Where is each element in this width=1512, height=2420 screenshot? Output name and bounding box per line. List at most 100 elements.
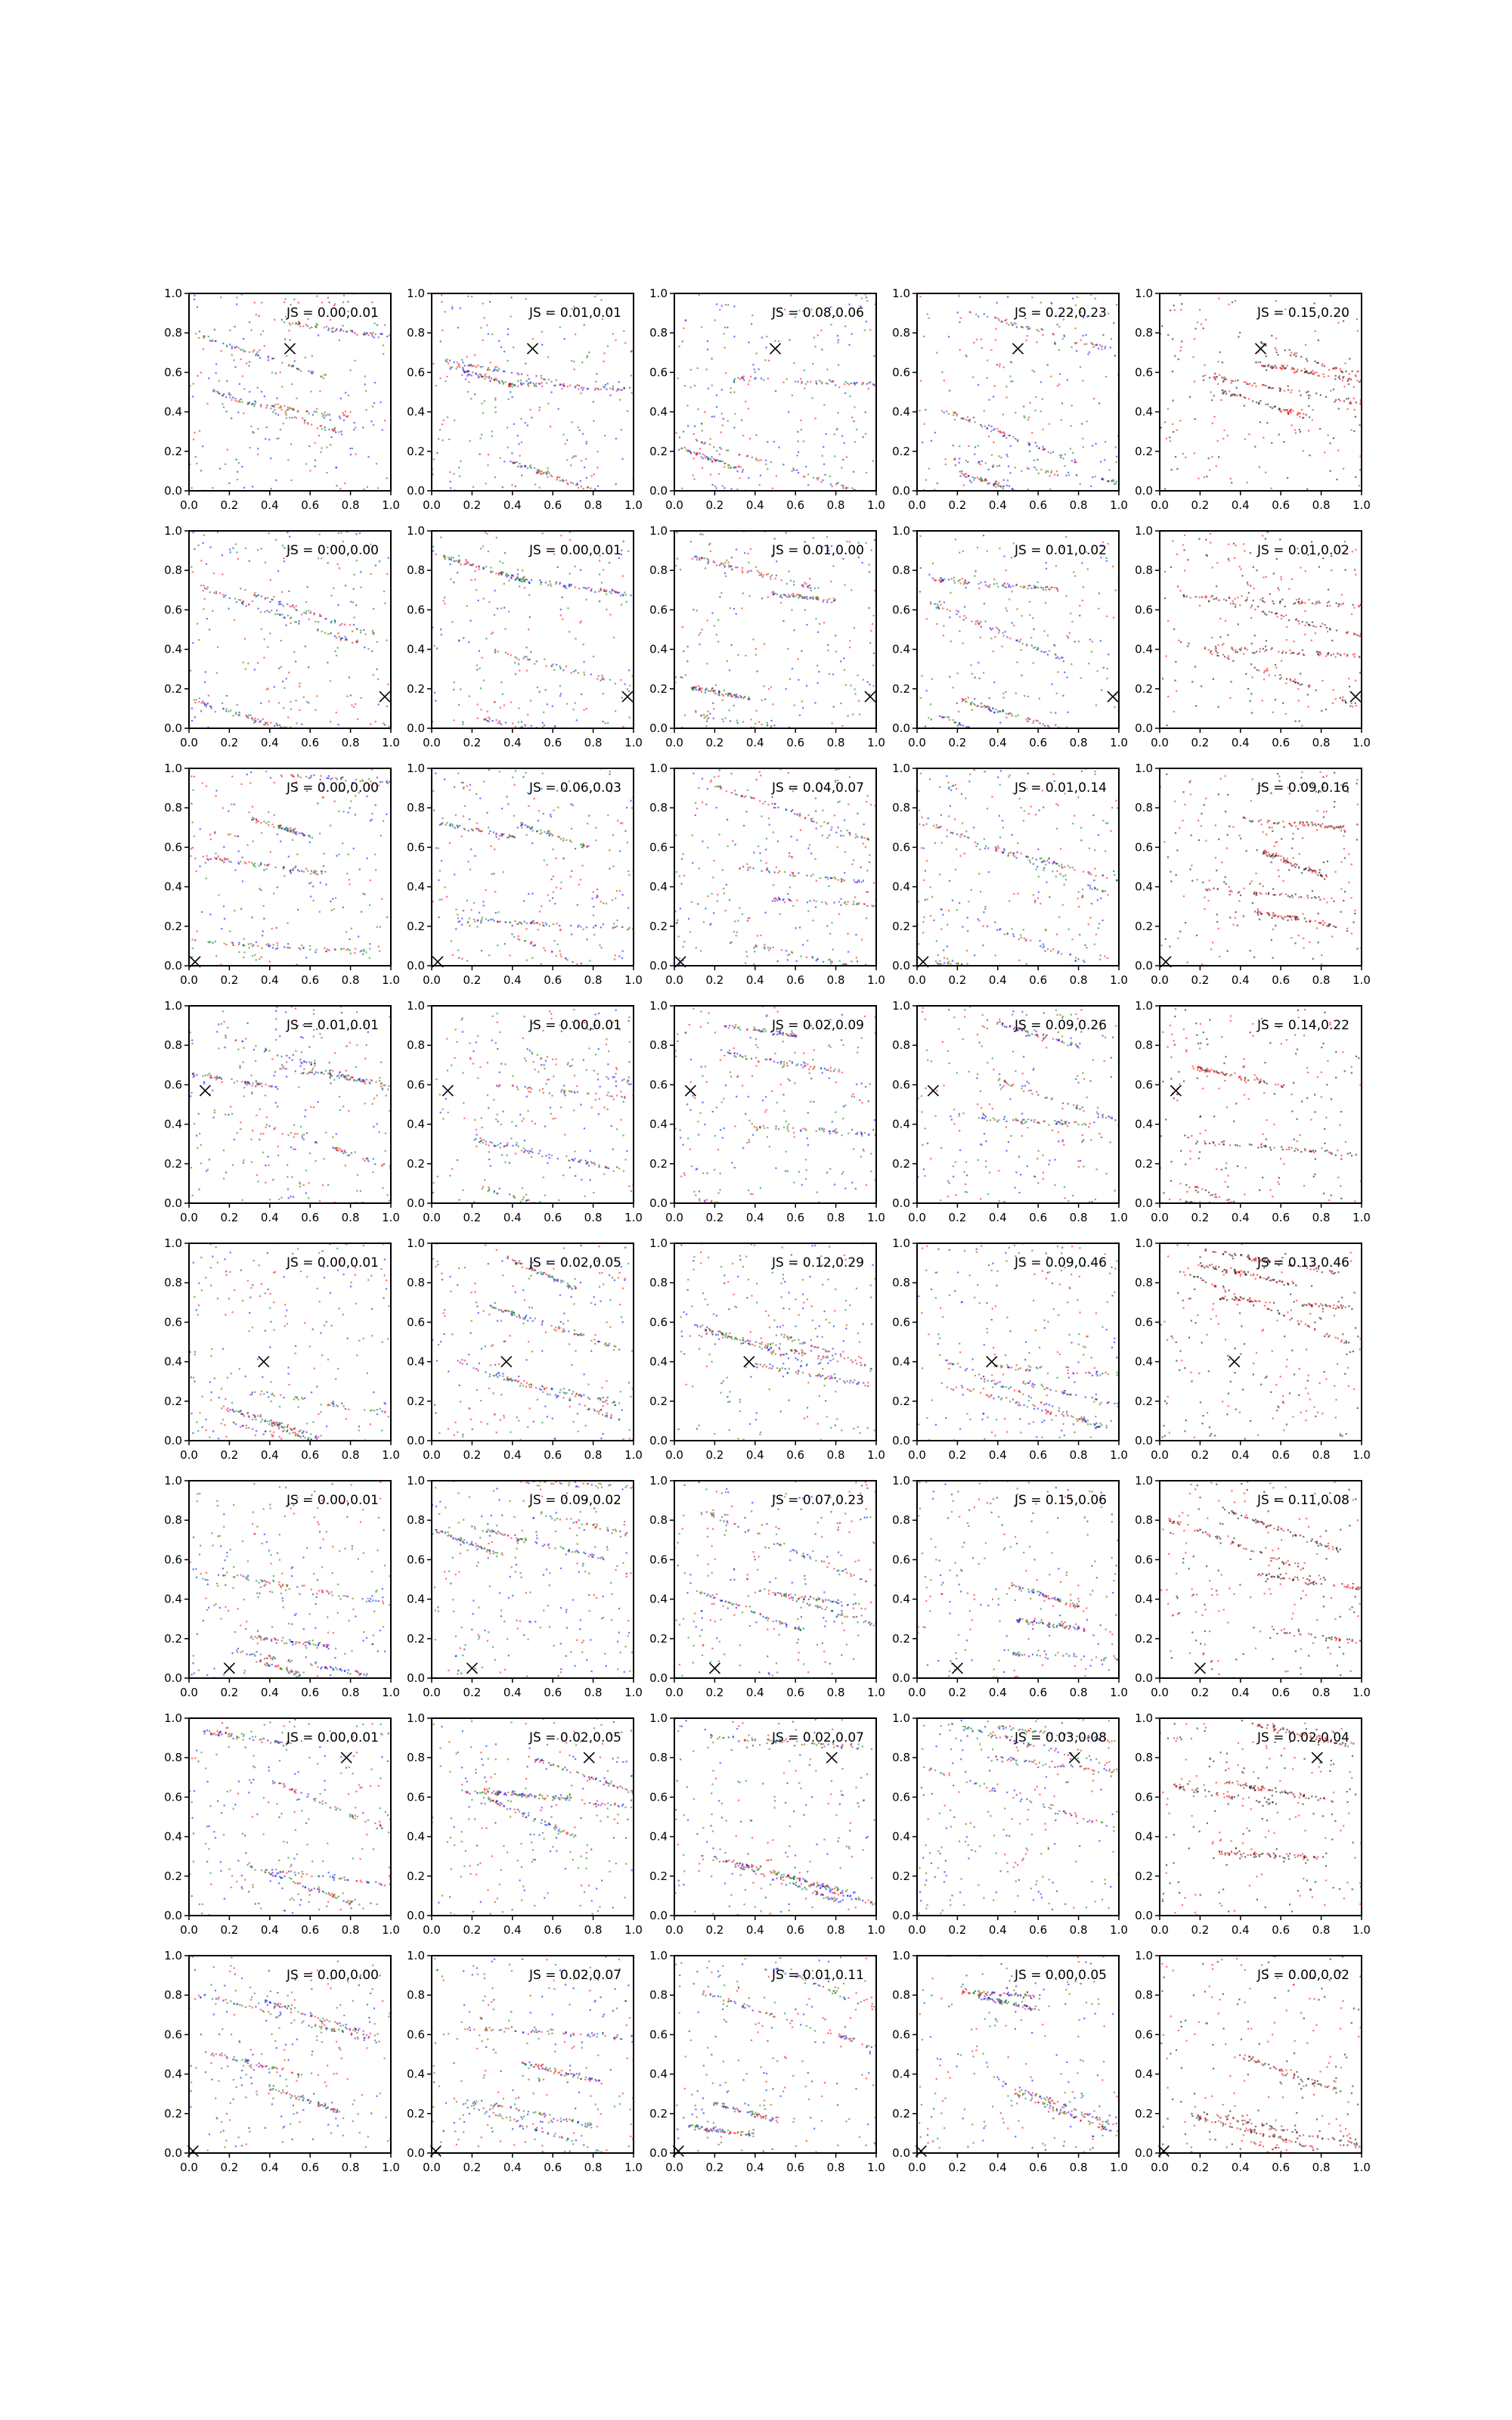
- point: [962, 583, 965, 585]
- point: [324, 411, 326, 414]
- point: [1349, 358, 1351, 360]
- point: [820, 329, 823, 332]
- point: [502, 381, 504, 384]
- point: [194, 548, 196, 551]
- point: [1167, 334, 1170, 336]
- point: [290, 726, 292, 728]
- y-tick-label: 1.0: [407, 287, 425, 300]
- point: [702, 458, 704, 460]
- point: [1329, 442, 1331, 445]
- point: [486, 532, 488, 535]
- point: [942, 607, 944, 610]
- point: [191, 939, 194, 941]
- point: [519, 462, 521, 465]
- point: [856, 428, 858, 431]
- point: [709, 550, 711, 552]
- point: [356, 639, 358, 641]
- point: [767, 596, 769, 598]
- js-annotation: JS = 0.00,0.01: [286, 306, 379, 321]
- point: [571, 308, 573, 310]
- point: [961, 470, 963, 473]
- point: [719, 309, 721, 311]
- point: [1225, 599, 1228, 601]
- point: [1014, 467, 1016, 469]
- point: [1358, 485, 1361, 487]
- point: [811, 397, 813, 399]
- point: [519, 579, 521, 582]
- point: [1337, 653, 1339, 655]
- point: [1221, 389, 1223, 392]
- point: [1337, 321, 1340, 324]
- point: [849, 395, 851, 398]
- point: [1293, 652, 1295, 654]
- point: [678, 436, 681, 439]
- point: [351, 447, 354, 450]
- point: [947, 608, 949, 611]
- point: [953, 414, 955, 416]
- point: [1312, 625, 1315, 627]
- x-tick-label: 0.8: [827, 736, 845, 749]
- point: [541, 385, 544, 387]
- point: [837, 341, 839, 344]
- point: [809, 597, 811, 600]
- point: [238, 951, 240, 954]
- axes-frame: [431, 530, 634, 729]
- point: [855, 294, 857, 296]
- point: [577, 427, 579, 429]
- point: [472, 371, 474, 374]
- point: [523, 576, 525, 578]
- point: [683, 327, 685, 330]
- point: [1297, 414, 1299, 416]
- point: [981, 426, 984, 428]
- point: [466, 374, 469, 377]
- point: [318, 533, 321, 535]
- point: [758, 721, 761, 723]
- point: [1321, 622, 1324, 625]
- point: [700, 422, 703, 425]
- point: [511, 386, 513, 388]
- point: [1011, 324, 1014, 326]
- point: [600, 588, 602, 590]
- point: [947, 579, 950, 581]
- point: [1013, 322, 1015, 324]
- y-tick-label: 0.4: [892, 405, 910, 419]
- point: [816, 383, 818, 385]
- point: [386, 916, 389, 918]
- point: [497, 722, 499, 724]
- point: [599, 600, 601, 603]
- point: [1243, 380, 1245, 383]
- point: [1061, 546, 1064, 549]
- point: [1307, 685, 1309, 687]
- point: [850, 589, 853, 591]
- point: [761, 576, 764, 579]
- point: [1092, 476, 1094, 479]
- point: [763, 379, 765, 381]
- point: [1278, 407, 1281, 410]
- point: [990, 709, 993, 712]
- point: [1329, 470, 1331, 472]
- point: [1179, 641, 1182, 644]
- point: [720, 591, 723, 594]
- point: [755, 352, 758, 355]
- point: [325, 325, 328, 327]
- point: [1017, 440, 1019, 442]
- point: [472, 365, 474, 368]
- point: [305, 411, 308, 413]
- point: [1070, 425, 1072, 427]
- point: [535, 471, 538, 473]
- point: [849, 640, 851, 642]
- point: [1002, 709, 1005, 712]
- x-marker: [621, 690, 634, 703]
- point: [711, 483, 714, 486]
- point: [1278, 386, 1281, 389]
- point: [545, 471, 547, 473]
- point: [1003, 582, 1005, 585]
- js-annotation: JS = 0.01,0.02: [1014, 543, 1107, 558]
- point: [1002, 479, 1005, 481]
- point: [622, 540, 624, 543]
- point: [608, 562, 611, 564]
- point: [1325, 655, 1328, 657]
- point: [984, 705, 986, 707]
- point: [1043, 448, 1046, 450]
- point: [296, 722, 298, 724]
